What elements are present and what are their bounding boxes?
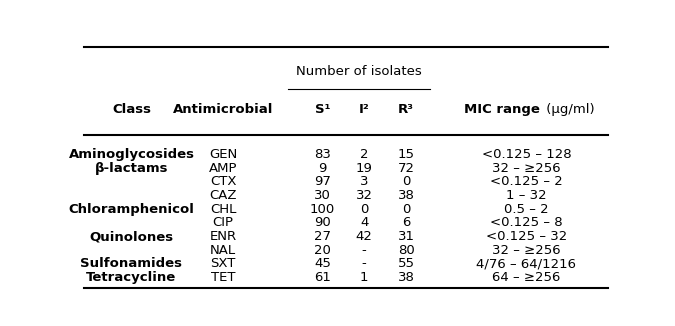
Text: 9: 9	[318, 162, 327, 175]
Text: 83: 83	[314, 148, 331, 161]
Text: 20: 20	[314, 244, 331, 257]
Text: Chloramphenicol: Chloramphenicol	[69, 203, 194, 216]
Text: 31: 31	[398, 230, 414, 243]
Text: CAZ: CAZ	[209, 189, 237, 202]
Text: <0.125 – 32: <0.125 – 32	[486, 230, 567, 243]
Text: 32: 32	[356, 189, 373, 202]
Text: 27: 27	[314, 230, 331, 243]
Text: I²: I²	[359, 103, 370, 116]
Text: 38: 38	[398, 271, 414, 284]
Text: Antimicrobial: Antimicrobial	[173, 103, 273, 116]
Text: Quinolones: Quinolones	[89, 230, 173, 243]
Text: 1 – 32: 1 – 32	[506, 189, 547, 202]
Text: <0.125 – 8: <0.125 – 8	[490, 216, 563, 230]
Text: 72: 72	[398, 162, 414, 175]
Text: 15: 15	[398, 148, 414, 161]
Text: 64 – ≥256: 64 – ≥256	[492, 271, 561, 284]
Text: Aminoglycosides: Aminoglycosides	[68, 148, 194, 161]
Text: 61: 61	[314, 271, 331, 284]
Text: 3: 3	[360, 175, 369, 188]
Text: 0: 0	[360, 203, 369, 216]
Text: CTX: CTX	[210, 175, 236, 188]
Text: β-lactams: β-lactams	[95, 162, 168, 175]
Text: SXT: SXT	[211, 258, 236, 271]
Text: 0.5 – 2: 0.5 – 2	[504, 203, 549, 216]
Text: 6: 6	[402, 216, 410, 230]
Text: 4/76 – 64/1216: 4/76 – 64/1216	[477, 258, 576, 271]
Text: 97: 97	[314, 175, 331, 188]
Text: Sulfonamides: Sulfonamides	[80, 258, 182, 271]
Text: 0: 0	[402, 175, 410, 188]
Text: 80: 80	[398, 244, 414, 257]
Text: CIP: CIP	[213, 216, 234, 230]
Text: 100: 100	[310, 203, 335, 216]
Text: 1: 1	[360, 271, 369, 284]
Text: 55: 55	[398, 258, 414, 271]
Text: Tetracycline: Tetracycline	[86, 271, 177, 284]
Text: 38: 38	[398, 189, 414, 202]
Text: 30: 30	[314, 189, 331, 202]
Text: R³: R³	[398, 103, 414, 116]
Text: 4: 4	[360, 216, 369, 230]
Text: CHL: CHL	[210, 203, 236, 216]
Text: ENR: ENR	[209, 230, 236, 243]
Text: 2: 2	[360, 148, 369, 161]
Text: 19: 19	[356, 162, 373, 175]
Text: GEN: GEN	[209, 148, 237, 161]
Text: 32 – ≥256: 32 – ≥256	[492, 244, 561, 257]
Text: Class: Class	[112, 103, 151, 116]
Text: S¹: S¹	[315, 103, 330, 116]
Text: TET: TET	[211, 271, 236, 284]
Text: 0: 0	[402, 203, 410, 216]
Text: NAL: NAL	[210, 244, 236, 257]
Text: 32 – ≥256: 32 – ≥256	[492, 162, 561, 175]
Text: (μg/ml): (μg/ml)	[542, 103, 595, 116]
Text: 90: 90	[314, 216, 331, 230]
Text: <0.125 – 128: <0.125 – 128	[481, 148, 571, 161]
Text: 42: 42	[356, 230, 373, 243]
Text: 45: 45	[314, 258, 331, 271]
Text: <0.125 – 2: <0.125 – 2	[490, 175, 563, 188]
Text: Number of isolates: Number of isolates	[296, 65, 422, 78]
Text: AMP: AMP	[209, 162, 237, 175]
Text: -: -	[362, 258, 367, 271]
Text: MIC range: MIC range	[464, 103, 539, 116]
Text: -: -	[362, 244, 367, 257]
